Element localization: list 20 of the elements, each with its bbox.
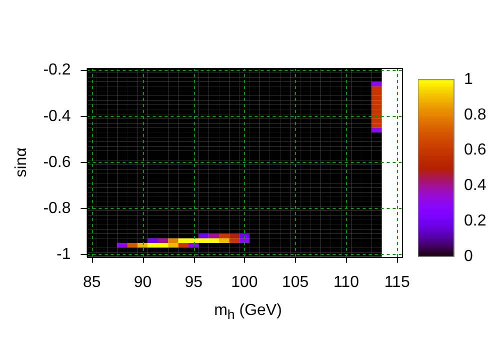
y-axis-title: sinα — [13, 148, 30, 178]
x-tick-label: 115 — [384, 274, 410, 291]
x-tick-label: 90 — [134, 274, 152, 291]
y-tick-label: -0.4 — [43, 108, 71, 125]
x-tick-label: 100 — [231, 274, 258, 291]
x-tick-label: 105 — [282, 274, 309, 291]
color-bar-label: 1 — [464, 71, 473, 88]
color-bar-label: 0.4 — [464, 177, 486, 194]
y-tick-label: -0.8 — [43, 200, 71, 217]
y-tick-label: -0.2 — [43, 62, 71, 79]
color-bar-label: 0 — [464, 248, 473, 265]
y-tick-label: -0.6 — [43, 154, 71, 171]
x-tick-label: 95 — [184, 274, 203, 291]
x-axis-title: m$_{h}$ (GeV) — [213, 302, 283, 322]
y-tick-label: -1 — [56, 246, 71, 263]
color-bar-label: 0.6 — [464, 142, 486, 159]
x-tick-label: 85 — [82, 274, 101, 291]
x-tick-label: 110 — [333, 274, 360, 291]
color-bar-label: 0.8 — [464, 106, 486, 124]
color-bar-label: 0.2 — [464, 212, 486, 230]
